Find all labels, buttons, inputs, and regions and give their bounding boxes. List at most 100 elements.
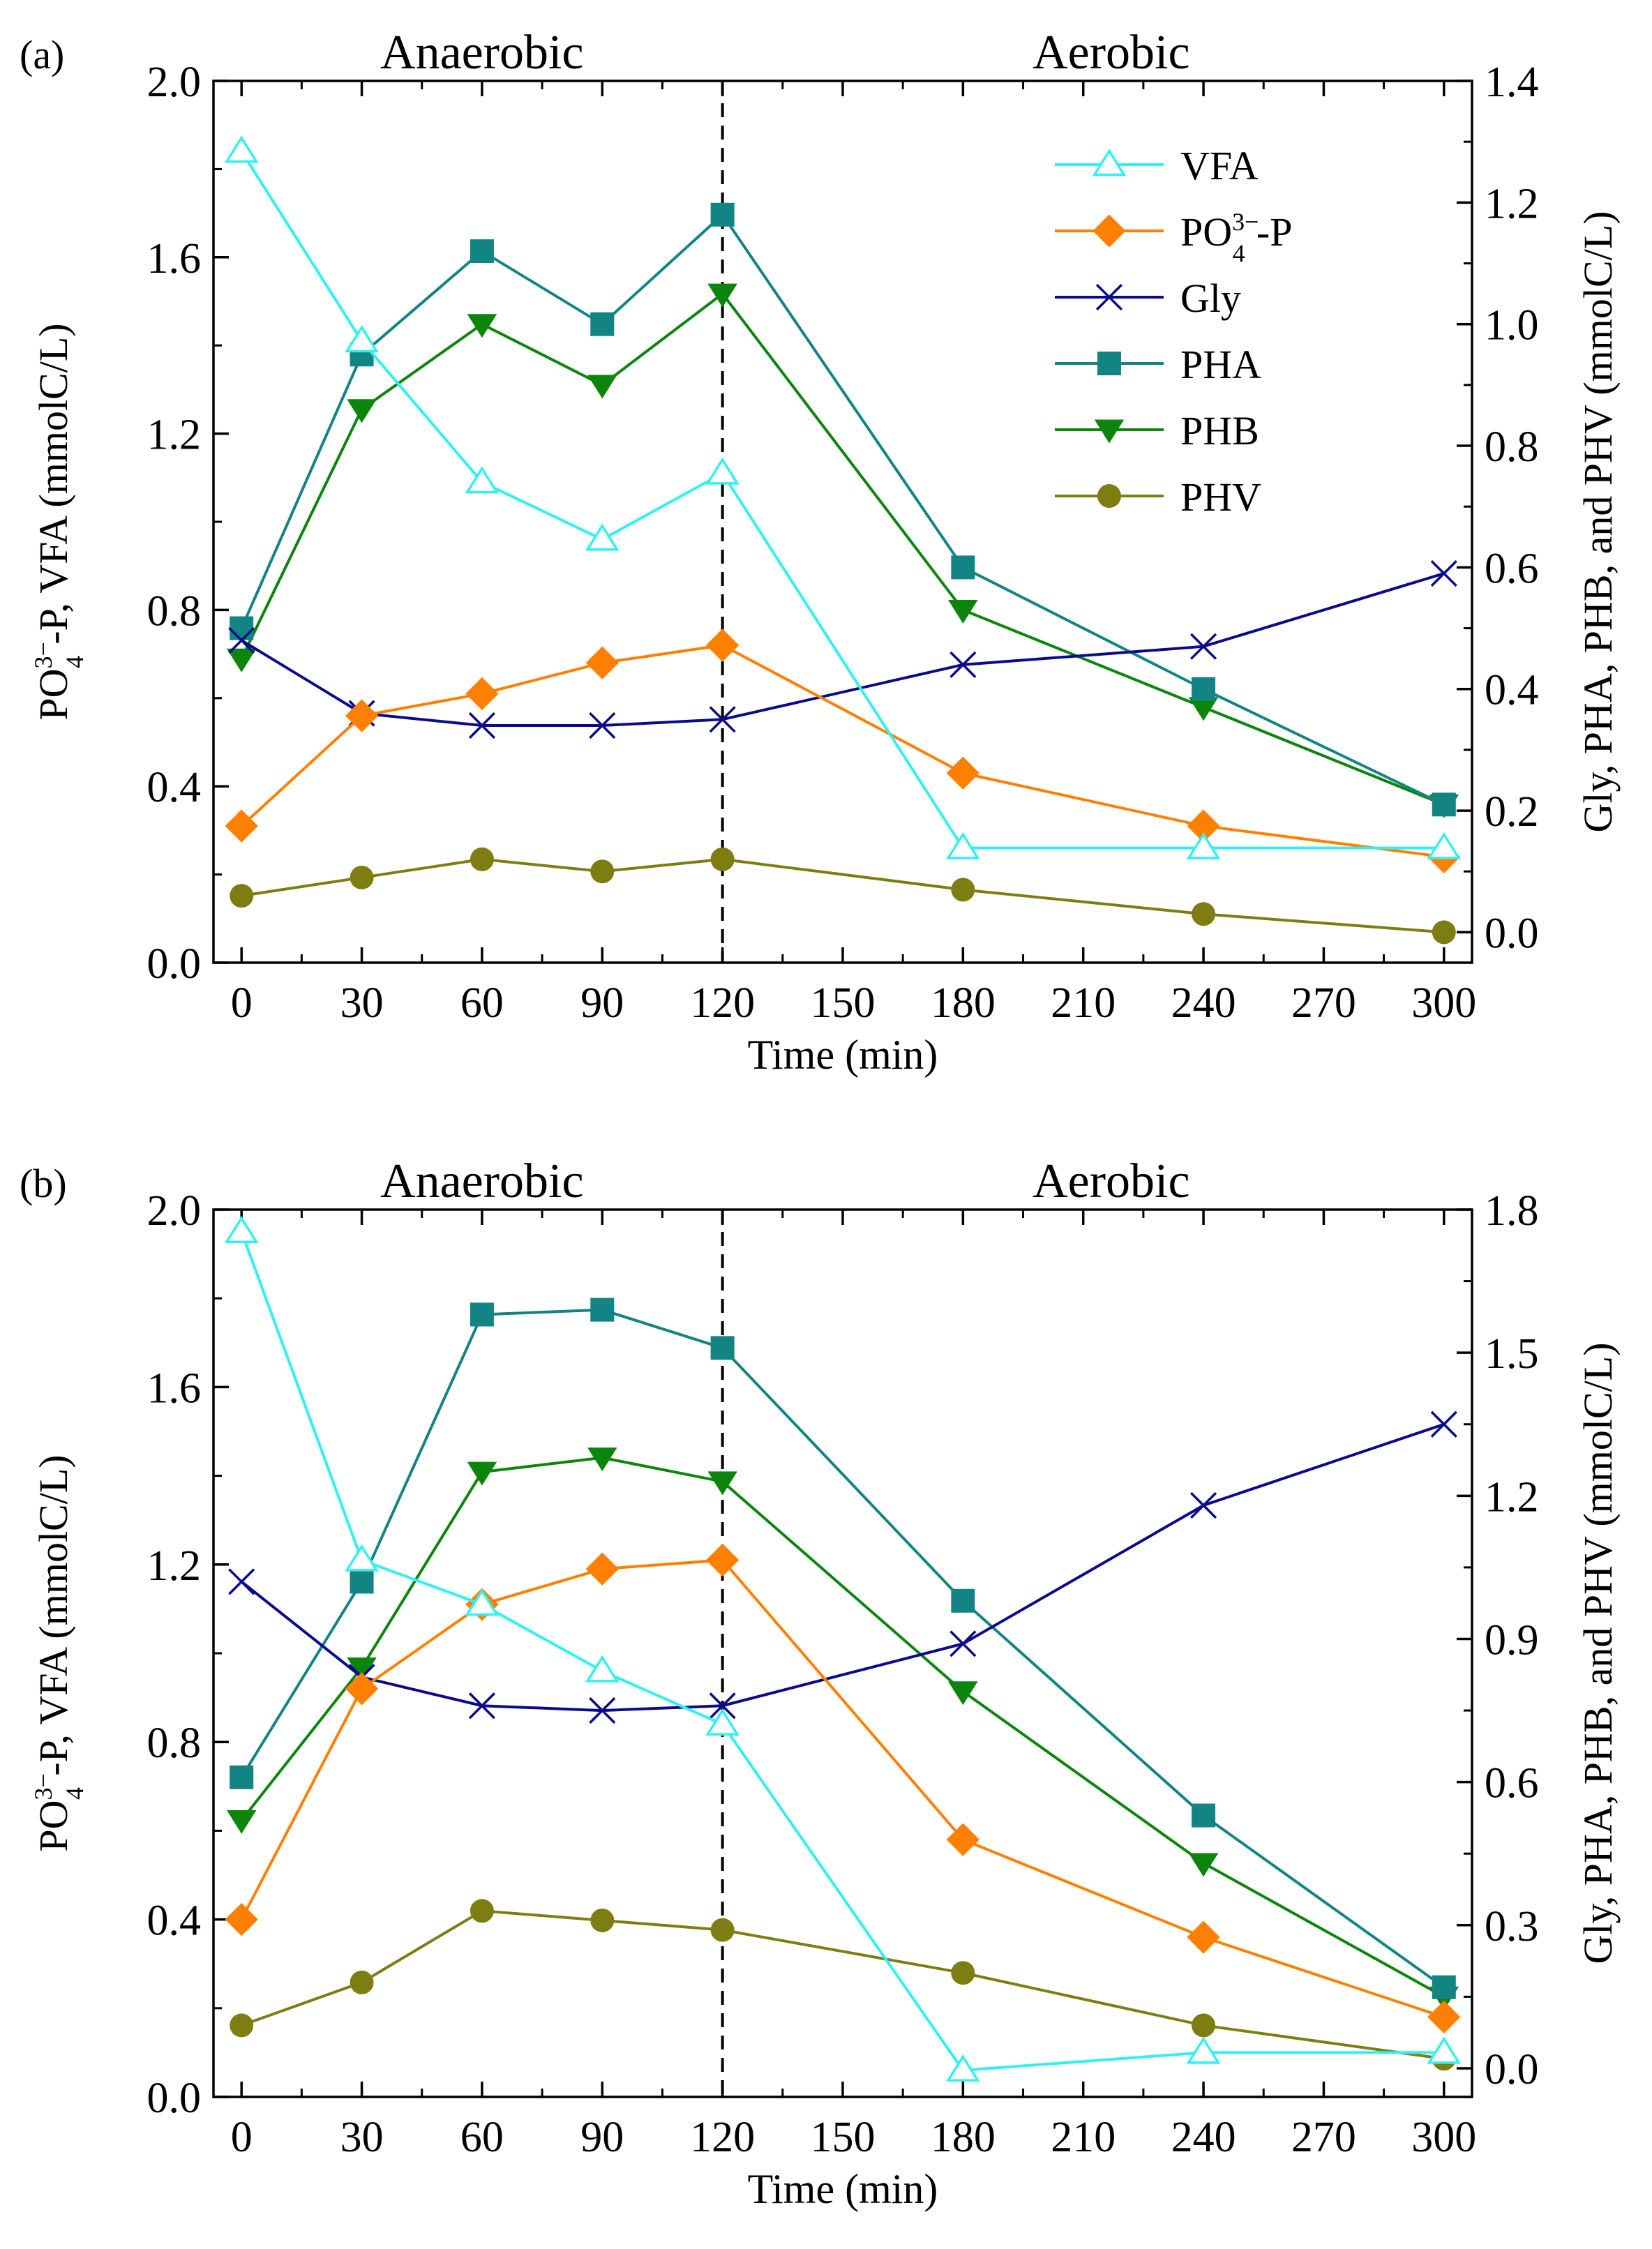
panel-a-data-point-po43-p xyxy=(705,629,739,662)
panel-a-series-phb xyxy=(226,283,1459,818)
panel-b-data-point-po43-p xyxy=(585,1552,619,1586)
panel-b-data-point-phb xyxy=(1188,1853,1219,1877)
panel-a-series-line-phb xyxy=(240,292,1445,806)
panel-a-phase-label-anaerobic: Anaerobic xyxy=(380,26,584,80)
panel-a-y-left-axis-label: PO3− 4-P, VFA (mmolC/L) xyxy=(29,323,89,720)
panel-a-legend-marker-phv xyxy=(1097,484,1121,508)
panel-b-data-point-vfa xyxy=(945,2054,980,2082)
panel-a-data-point-gly xyxy=(589,712,616,739)
panel-a-data-point-vfa xyxy=(1427,832,1462,859)
panel-a-data-point-pha xyxy=(470,239,494,264)
panel-a-data-point-gly xyxy=(1189,633,1217,660)
panel-b-x-tick-label: 150 xyxy=(811,2114,876,2161)
panel-a-legend-marker-vfa xyxy=(1092,149,1127,176)
panel-b-series-line-pha xyxy=(240,1308,1445,1989)
panel-a-data-point-gly xyxy=(949,651,977,678)
panel-a-x-tick-label: 300 xyxy=(1411,979,1476,1027)
panel-a-series-line-phv xyxy=(241,857,1444,934)
panel-b-data-point-vfa xyxy=(465,1588,500,1616)
panel-b-y-right-tick-label: 1.8 xyxy=(1485,1187,1539,1235)
panel-b-data-point-phb xyxy=(347,1657,377,1682)
panel-b-data-point-phb xyxy=(587,1447,617,1472)
panel-a-series-line-gly xyxy=(241,572,1445,728)
panel-b-data-point-gly xyxy=(709,1692,736,1720)
panel-b-series-line-gly xyxy=(240,1422,1445,1713)
panel-b-data-point-phv xyxy=(951,1961,975,1985)
panel-a-data-point-vfa xyxy=(1186,832,1221,859)
panel-a-data-point-phb xyxy=(707,283,737,308)
panel-a-legend-label-vfa: VFA xyxy=(1180,143,1259,188)
panel-b-data-point-gly xyxy=(468,1692,496,1720)
panel-b-series-line-vfa xyxy=(240,1231,1444,2072)
panel-b-x-axis-label: Time (min) xyxy=(748,2166,938,2212)
panel-b-data-point-vfa xyxy=(224,1215,259,1243)
chart-panel-a: 0 30 60 90 120 150 180 210 240 270 3000.00.40.81.2… xyxy=(20,26,1621,1078)
panel-b-data-point-phv xyxy=(710,1918,735,1942)
panel-a-y-left-tick-label: 1.6 xyxy=(147,235,202,283)
panel-a-y-right-tick-label: 1.0 xyxy=(1485,302,1539,349)
panel-a-data-point-phb xyxy=(226,648,257,672)
panel-a-legend-label-gly: Gly xyxy=(1180,276,1241,321)
panel-a-y-left-tick-label: 0.8 xyxy=(147,587,202,635)
panel-b-data-point-vfa xyxy=(1186,2036,1221,2064)
panel-b-series-line-po43-p xyxy=(240,1558,1445,2019)
panel-a-y-right-tick-label: 0.0 xyxy=(1485,910,1539,957)
panel-b-y-right-tick-label: 0.9 xyxy=(1485,1616,1539,1664)
panel-a-legend-marker-gly xyxy=(1095,283,1123,311)
panel-a-data-point-vfa xyxy=(224,135,259,163)
panel-b-data-point-po43-p xyxy=(705,1543,739,1577)
panel-a-y-right-axis-label: Gly, PHA, PHB, and PHV (mmolC/L) xyxy=(1575,211,1621,832)
panel-a-series-pha xyxy=(230,202,1456,817)
panel-b-data-point-gly xyxy=(1430,1411,1457,1438)
panel-b-y-right-tick-label: 0.0 xyxy=(1485,2046,1539,2093)
panel-b-data-point-pha xyxy=(350,1570,374,1594)
panel-a-y-left-tick-label: 1.2 xyxy=(147,412,202,459)
panel-a-data-point-phv xyxy=(350,865,374,889)
panel-a-data-point-pha xyxy=(590,312,615,336)
panel-a-y-right-tick-label: 0.2 xyxy=(1485,788,1539,836)
panel-a-legend-label-phv: PHV xyxy=(1180,474,1261,520)
panel-a-data-point-gly xyxy=(709,706,736,733)
panel-b-series-line-phb xyxy=(240,1456,1445,1999)
panel-b-data-point-pha xyxy=(590,1298,615,1322)
panel-b-data-point-phb xyxy=(226,1810,257,1834)
panel-b-series-gly xyxy=(228,1411,1457,1724)
panel-b-x-tick-label: 210 xyxy=(1051,2114,1116,2161)
panel-b-y-left-tick-label: 0.8 xyxy=(147,1720,202,1767)
panel-a-series-phv xyxy=(230,847,1456,945)
panel-b-x-tick-label: 0 xyxy=(231,2114,253,2161)
panel-b-data-point-phv xyxy=(1192,2013,1216,2038)
panel-b-data-point-phv xyxy=(350,1970,374,1994)
panel-b-y-left-tick-label: 0.4 xyxy=(147,1897,202,1945)
panel-a-data-point-phb xyxy=(347,399,377,423)
panel-a-y-right-tick-label: 0.8 xyxy=(1485,423,1539,471)
panel-a-y-left-tick-label: 2.0 xyxy=(147,59,202,106)
panel-a-x-tick-label: 150 xyxy=(811,979,876,1027)
panel-b-data-point-pha xyxy=(710,1336,735,1360)
panel-a-data-point-phb xyxy=(948,599,978,624)
panel-a-legend-label-po43-p: PO3− 4 -P xyxy=(1180,208,1292,267)
panel-b-x-tick-label: 90 xyxy=(580,2114,624,2161)
panel-a-data-point-phb xyxy=(587,375,617,399)
panel-b-series-phv xyxy=(230,1899,1456,2071)
panel-b-data-point-po43-p xyxy=(345,1672,379,1706)
panel-a-legend-marker-po43-p xyxy=(1092,214,1126,248)
panel-a-data-point-po43-p xyxy=(465,677,499,711)
panel-b-data-point-vfa xyxy=(345,1544,379,1572)
panel-a-data-point-vfa xyxy=(345,325,379,353)
panel-a-data-point-phv xyxy=(1432,920,1456,945)
panel-a-data-point-phv xyxy=(1192,902,1216,926)
panel-a-data-point-pha xyxy=(230,616,254,640)
panel-b-data-point-phv xyxy=(230,2013,254,2038)
panel-b-y-right-tick-label: 1.5 xyxy=(1485,1330,1539,1378)
panel-b-data-point-pha xyxy=(470,1302,494,1327)
panel-a-data-point-phv xyxy=(590,859,615,884)
panel-a-y-left-tick-label: 0.0 xyxy=(147,940,202,988)
panel-a-data-point-pha xyxy=(1432,792,1456,817)
panel-b-x-tick-label: 180 xyxy=(931,2114,996,2161)
panel-b-y-left-tick-label: 0.0 xyxy=(147,2075,202,2122)
panel-b-data-point-vfa xyxy=(1427,2036,1462,2064)
chart-panel-b: 0 30 60 90 120 150 180 210 240 270 3000.00.40.81.2… xyxy=(20,1154,1621,2212)
panel-b-data-point-phb xyxy=(707,1471,737,1496)
